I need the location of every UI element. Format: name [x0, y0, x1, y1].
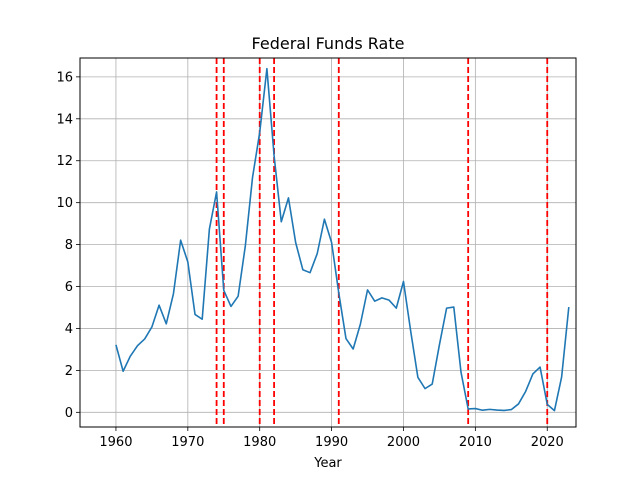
- x-tick-label: 2020: [531, 435, 564, 450]
- y-tick-label: 0: [65, 406, 73, 421]
- series-layer: [115, 67, 570, 412]
- x-tick-label: 1960: [99, 435, 132, 450]
- chart-title: Federal Funds Rate: [252, 34, 405, 53]
- x-tick-label: 2000: [387, 435, 420, 450]
- y-tick-label: 10: [56, 196, 73, 211]
- y-tick-label: 16: [56, 70, 73, 85]
- y-tick-label: 4: [65, 322, 73, 337]
- x-tick-label: 1970: [171, 435, 204, 450]
- x-tick-label: 1990: [315, 435, 348, 450]
- tick-layer: 1960 1970 1980 1990 2000 2010 2020 0 2 4 6 8 10 12 14 1…: [56, 70, 563, 450]
- y-tick-label: 8: [65, 238, 73, 253]
- grid-layer: [80, 58, 576, 427]
- series-line: [115, 67, 570, 412]
- y-tick-label: 2: [65, 364, 73, 379]
- y-tick-label: 14: [56, 112, 73, 127]
- x-tick-label: 2010: [459, 435, 492, 450]
- x-axis-label: Year: [313, 456, 342, 471]
- y-tick-label: 12: [56, 154, 73, 169]
- x-tick-label: 1980: [243, 435, 276, 450]
- plot-area-frame: [79, 57, 577, 428]
- recession-lines: [215, 58, 549, 427]
- y-tick-label: 6: [65, 280, 73, 295]
